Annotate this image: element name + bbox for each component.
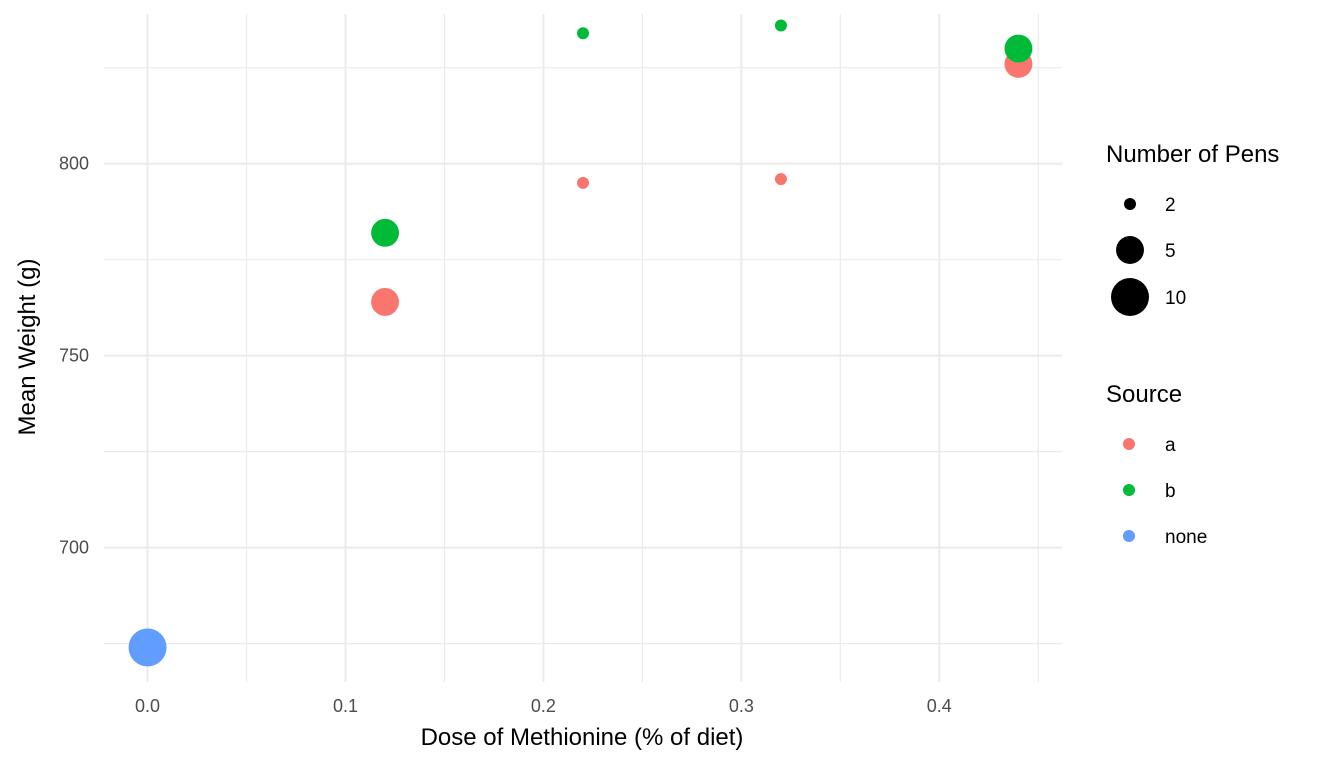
size-legend-key <box>1116 236 1144 264</box>
size-legend-label: 10 <box>1165 288 1186 309</box>
data-point-a <box>577 176 589 189</box>
color-legend-key-a <box>1123 438 1135 450</box>
color-legend-title: Source <box>1106 381 1182 408</box>
size-legend-label: 5 <box>1165 241 1176 262</box>
y-axis-title: Mean Weight (g) <box>14 259 41 436</box>
y-tick-label: 750 <box>59 346 89 366</box>
size-legend-key <box>1124 198 1136 210</box>
data-points <box>128 19 1033 667</box>
y-tick-label: 800 <box>59 154 89 174</box>
color-legend-key-none <box>1123 530 1135 542</box>
size-legend: Number of Pens 2 5 10 <box>1106 141 1279 316</box>
data-point-b <box>371 218 400 247</box>
data-point-b <box>1004 34 1033 63</box>
y-tick-label: 700 <box>59 538 89 558</box>
color-legend-key-b <box>1123 484 1135 496</box>
x-axis-title: Dose of Methionine (% of diet) <box>421 724 744 751</box>
color-legend-label: none <box>1165 527 1207 548</box>
data-point-a <box>371 287 400 316</box>
color-legend-label: a <box>1165 435 1176 456</box>
grid <box>104 14 1062 682</box>
x-tick-label: 0.2 <box>531 696 556 716</box>
data-point-a <box>774 173 787 186</box>
data-point-none <box>128 628 167 667</box>
data-point-b <box>774 19 787 32</box>
size-legend-key <box>1111 278 1149 316</box>
data-point-b <box>577 27 589 40</box>
size-legend-title: Number of Pens <box>1106 141 1279 168</box>
x-tick-label: 0.0 <box>135 696 160 716</box>
color-legend-label: b <box>1165 481 1176 502</box>
size-legend-label: 2 <box>1165 195 1176 216</box>
axis-ticks: 0.0 0.1 0.2 0.3 0.4 700 750 800 <box>59 154 952 716</box>
x-tick-label: 0.4 <box>927 696 952 716</box>
x-tick-label: 0.1 <box>333 696 358 716</box>
x-tick-label: 0.3 <box>729 696 754 716</box>
color-legend: Source a b none <box>1106 381 1207 548</box>
